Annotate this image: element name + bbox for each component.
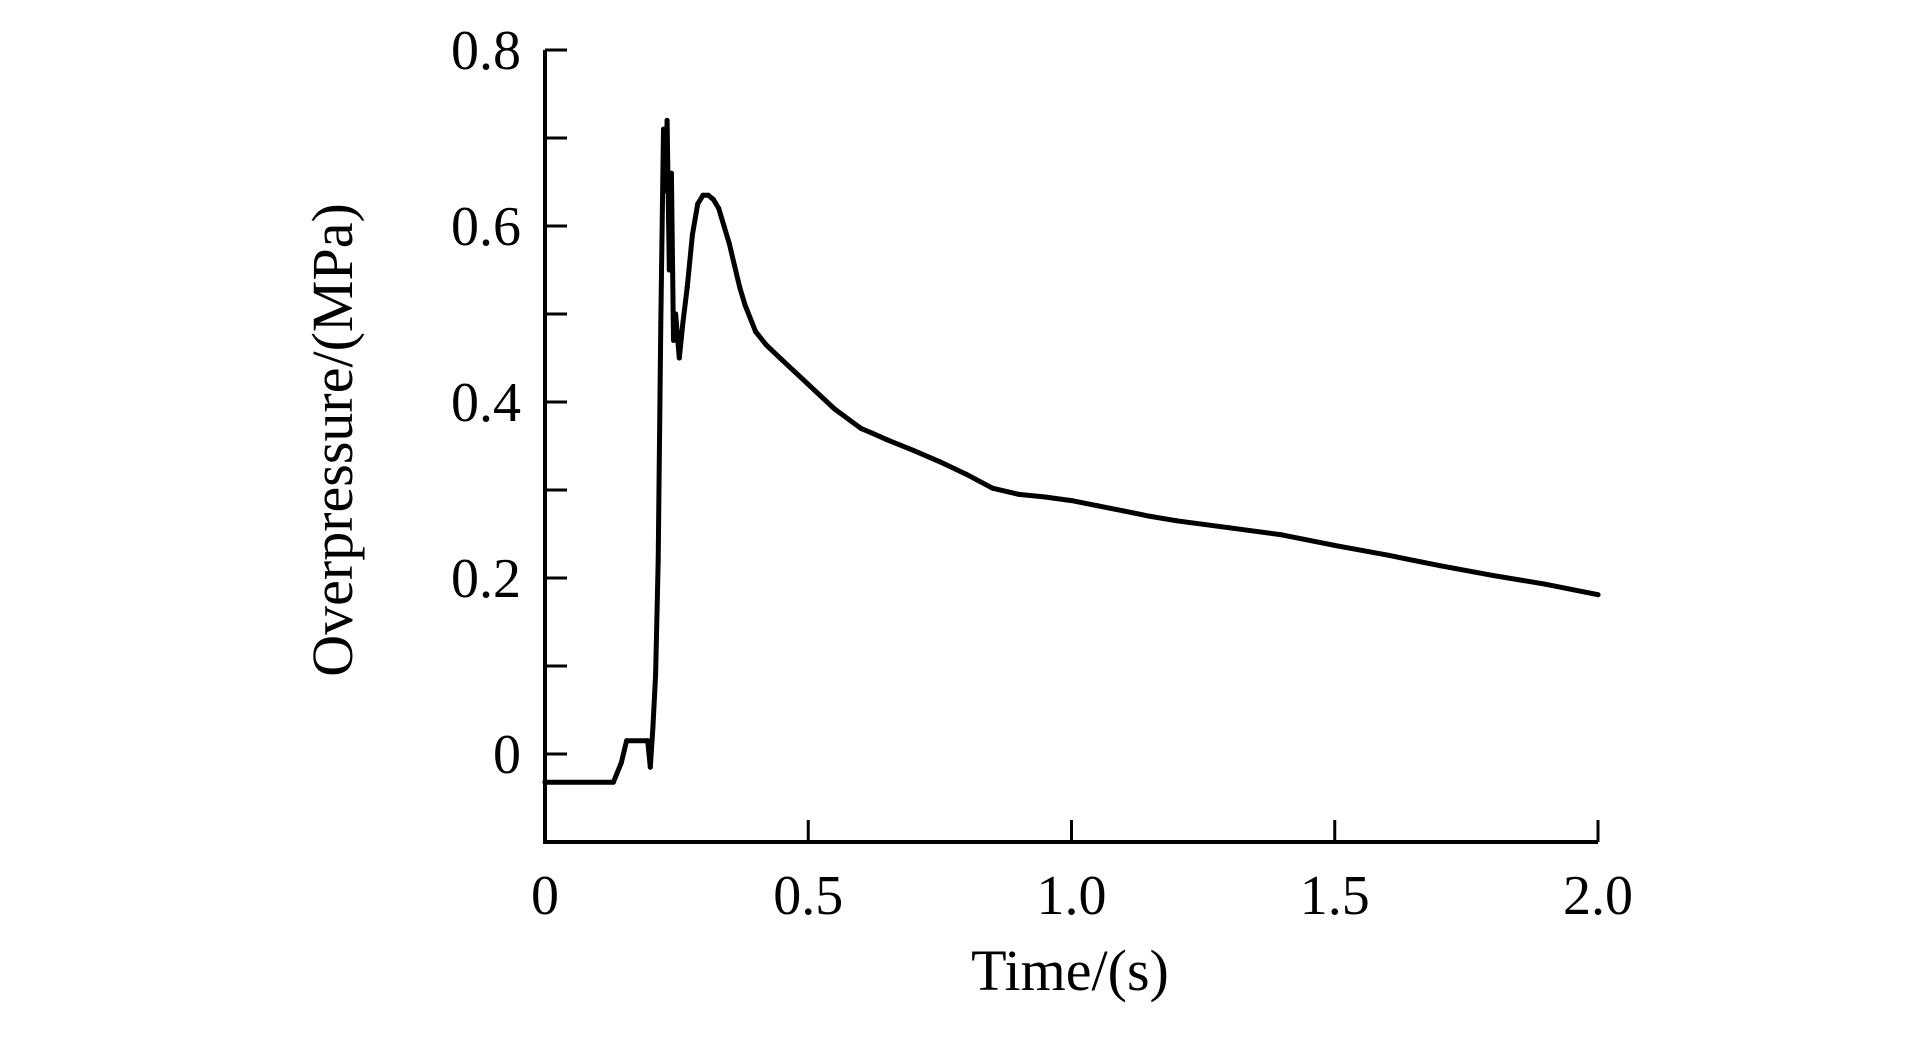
x-tick-label: 1.0 (1037, 865, 1107, 927)
data-point (1490, 572, 1496, 578)
data-point (716, 205, 722, 211)
data-point (668, 170, 674, 176)
data-point (1174, 518, 1180, 524)
y-tick-label: 0.6 (451, 196, 521, 258)
y-tick-label: 0.4 (451, 372, 521, 434)
data-point (705, 192, 711, 198)
data-point (684, 285, 690, 291)
data-point (689, 232, 695, 238)
data-point (618, 760, 624, 766)
data-point (676, 355, 682, 361)
data-point (653, 672, 659, 678)
data-point (666, 267, 672, 273)
data-point (661, 126, 666, 132)
data-point (753, 329, 759, 335)
data-point (664, 117, 670, 123)
x-axis-title: Time/(s) (971, 938, 1169, 1003)
data-point (655, 557, 661, 563)
data-point (680, 320, 686, 326)
data-point (1095, 503, 1101, 509)
plot-lines (542, 117, 1601, 785)
data-point (650, 725, 656, 731)
x-tick-label: 0.5 (773, 865, 843, 927)
data-point (662, 188, 668, 194)
data-point (1016, 491, 1022, 497)
x-tick-label: 0 (531, 865, 559, 927)
data-point (658, 320, 664, 326)
data-point (721, 223, 727, 229)
data-point (832, 406, 838, 412)
data-point (1121, 508, 1127, 514)
data-point (1542, 581, 1548, 587)
data-point (671, 337, 676, 343)
data-point (542, 779, 548, 785)
data-point (1384, 552, 1390, 558)
data-point (763, 342, 769, 348)
data-point (1069, 498, 1074, 504)
data-point (647, 764, 653, 770)
axes (543, 50, 1598, 844)
data-point (884, 437, 890, 443)
x-tick-label: 1.5 (1300, 865, 1370, 927)
data-point (779, 357, 785, 363)
data-point (645, 738, 651, 744)
data-point (610, 779, 616, 785)
data-point (700, 192, 706, 198)
data-point (695, 201, 701, 207)
data-point (911, 447, 916, 453)
data-point (1437, 563, 1443, 569)
data-point (1148, 513, 1153, 519)
ticks (543, 48, 1600, 844)
data-point (963, 471, 969, 477)
y-tick-label: 0.2 (451, 548, 521, 610)
data-point (1279, 532, 1285, 538)
y-axis-title: Overpressure/(MPa) (300, 203, 365, 677)
data-point (737, 285, 743, 291)
data-point (726, 241, 732, 247)
data-point (673, 311, 679, 317)
series-line (542, 117, 1601, 785)
x-tick-label: 2.0 (1563, 865, 1633, 927)
data-point (732, 263, 737, 269)
data-point (990, 485, 995, 491)
data-point (1042, 494, 1048, 500)
y-tick-label: 0.8 (451, 20, 521, 82)
data-point (858, 425, 864, 431)
data-point (937, 459, 943, 465)
data-point (742, 302, 748, 308)
tick-labels: 0 0.2 0.4 0.6 0.8 0 0.5 1.0 1.5 2.0 (451, 20, 1633, 927)
data-point (624, 738, 630, 744)
data-point (1227, 525, 1232, 531)
data-point (711, 197, 716, 203)
data-point (868, 430, 874, 436)
data-point (1332, 542, 1338, 548)
data-point (1595, 592, 1601, 598)
y-tick-label: 0 (493, 724, 521, 786)
data-point (805, 381, 811, 387)
